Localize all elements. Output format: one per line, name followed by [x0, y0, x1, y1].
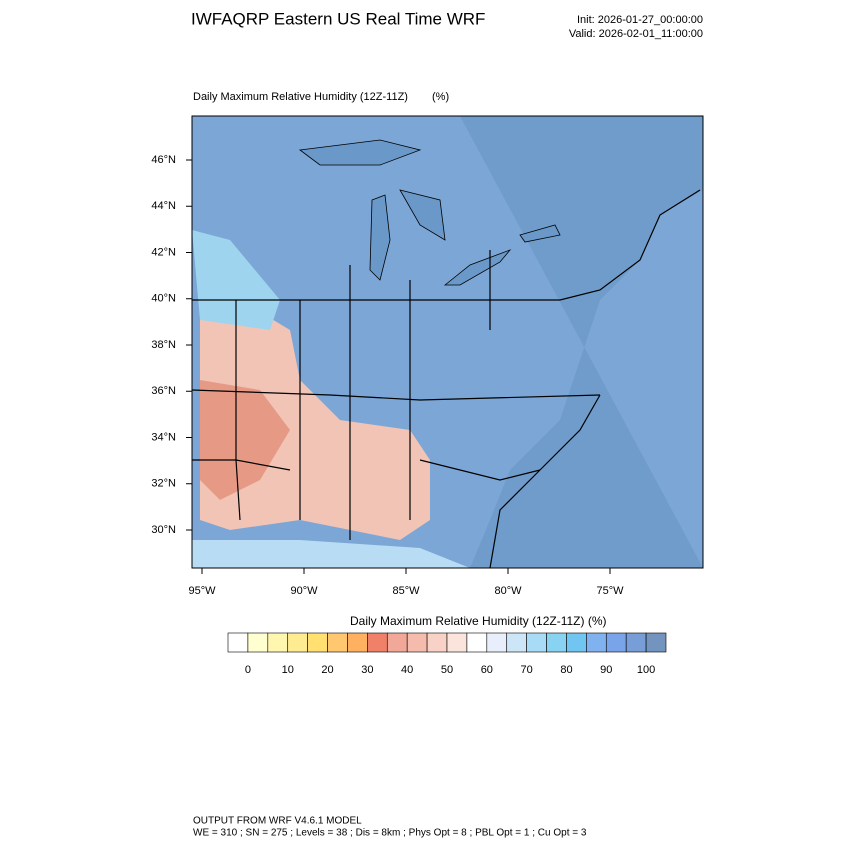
colorbar-box [466, 632, 488, 653]
main-title: IWFAQRP Eastern US Real Time WRF [191, 9, 485, 28]
lat-label: 34°N [151, 431, 176, 443]
colorbar-box [645, 632, 667, 653]
lon-label: 80°W [494, 585, 522, 597]
colorbar-box [625, 632, 647, 653]
colorbar-label: 50 [441, 664, 453, 676]
colorbar-box [426, 632, 448, 653]
map-units: (%) [432, 91, 449, 103]
map-frame [191, 115, 704, 569]
map-title: Daily Maximum Relative Humidity (12Z-11Z… [193, 91, 408, 103]
colorbar-label: 40 [401, 664, 413, 676]
colorbar-box [586, 632, 607, 653]
colorbar-label: 80 [560, 664, 572, 676]
colorbar-box [367, 632, 388, 653]
lat-label: 32°N [151, 478, 176, 490]
ocean [460, 116, 703, 568]
driest-region [200, 380, 290, 500]
lat-label: 42°N [151, 246, 176, 258]
colorbar-title: Daily Maximum Relative Humidity (12Z-11Z… [350, 614, 607, 628]
colorbar-box [566, 632, 587, 653]
lat-label: 36°N [151, 385, 176, 397]
colorbar-label: 60 [481, 664, 493, 676]
colorbar-label: 70 [521, 664, 533, 676]
footer-line: WE = 310 ; SN = 275 ; Levels = 38 ; Dis … [193, 828, 587, 839]
colorbar-label: 0 [245, 664, 251, 676]
colorbar-label: 30 [361, 664, 373, 676]
lake-superior [298, 139, 422, 166]
moist-band [192, 230, 280, 330]
lon-label: 95°W [188, 585, 216, 597]
lake-erie [443, 249, 512, 286]
lon-label: 85°W [392, 585, 420, 597]
lake-huron [399, 189, 446, 241]
lake-ontario [519, 224, 561, 243]
colorbar-label: 100 [637, 664, 655, 676]
colorbar-label: 20 [321, 664, 333, 676]
lake-michigan [369, 194, 391, 281]
colorbar-box [347, 632, 368, 653]
map [191, 115, 704, 569]
init-time: Init: 2026-01-27_00:00:00 [577, 14, 703, 26]
colorbar-label: 90 [600, 664, 612, 676]
colorbar-box [307, 632, 328, 653]
colorbar-box [546, 632, 567, 653]
colorbar-box [446, 632, 468, 653]
colorbar-label: 10 [282, 664, 294, 676]
lat-label: 30°N [151, 524, 176, 536]
colorbar-box [386, 632, 408, 653]
lon-label: 90°W [290, 585, 318, 597]
colorbar-box [267, 632, 289, 653]
colorbar-box [526, 632, 547, 653]
colorbar-box [506, 632, 527, 653]
gulf-coast [192, 540, 470, 568]
lat-label: 46°N [151, 154, 176, 166]
colorbar-box [605, 632, 627, 653]
lat-label: 38°N [151, 339, 176, 351]
lat-label: 40°N [151, 293, 176, 305]
colorbar: 0 10 20 30 40 50 60 70 80 90 100 [227, 632, 667, 676]
footer-line: OUTPUT FROM WRF V4.6.1 MODEL [193, 816, 362, 827]
valid-time: Valid: 2026-02-01_11:00:00 [569, 28, 703, 40]
colorbar-box [327, 632, 348, 653]
colorbar-box [247, 632, 269, 653]
state-borders [192, 189, 701, 568]
colorbar-box [287, 632, 308, 653]
lon-label: 75°W [596, 585, 624, 597]
colorbar-box [406, 632, 428, 653]
lat-label: 44°N [151, 200, 176, 212]
colorbar-box [486, 632, 508, 653]
colorbar-box [227, 632, 249, 653]
